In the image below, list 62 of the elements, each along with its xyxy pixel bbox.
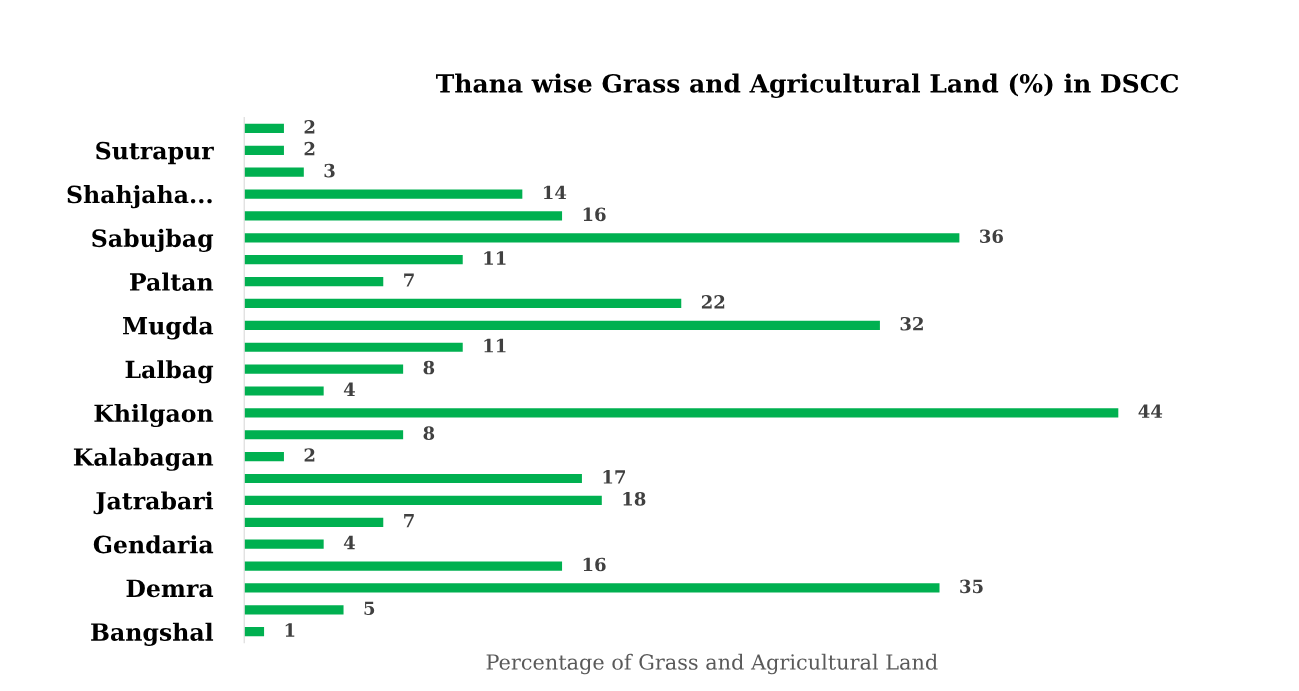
data-label: 4 — [343, 535, 355, 550]
bar — [244, 386, 324, 396]
y-tick-label: Lalbag — [125, 360, 214, 384]
bar — [244, 539, 324, 549]
data-label: 5 — [364, 601, 375, 616]
data-label: 2 — [304, 448, 315, 462]
data-label: 11 — [484, 338, 506, 353]
y-tick-label: Jatrabari — [93, 491, 214, 515]
x-axis-title: Percentage of Grass and Agricultural Land — [486, 653, 938, 675]
data-label: 36 — [980, 229, 1003, 244]
data-label: 16 — [583, 207, 606, 222]
y-tick-label: Shahjaha... — [67, 185, 212, 209]
y-tick-label: Khilgaon — [94, 403, 214, 428]
y-tick-label: Mugda — [123, 316, 214, 340]
bar — [244, 211, 563, 221]
bar — [244, 189, 523, 199]
bar — [244, 255, 463, 265]
y-tick-label: Sabujbag — [92, 228, 214, 253]
data-label: 8 — [423, 360, 435, 375]
y-tick-label: Sutrapur — [96, 141, 214, 165]
bar — [244, 145, 284, 155]
bar — [244, 298, 682, 309]
y-tick-label: Bangshal — [91, 622, 214, 646]
data-label: 44 — [1138, 404, 1163, 418]
data-label: 35 — [960, 579, 983, 594]
data-label: 4 — [343, 382, 355, 396]
bar — [244, 342, 463, 352]
bar — [244, 627, 265, 637]
y-tick-label: Demra — [126, 579, 214, 598]
bar — [244, 605, 344, 615]
data-label: 1 — [285, 623, 295, 637]
y-tick-label: Paltan — [129, 272, 214, 291]
chart-title: Thana wise Grass and Agricultural Land (%) in DSCC — [435, 73, 1179, 99]
bar — [244, 276, 384, 287]
data-label: 11 — [484, 251, 506, 265]
data-label: 14 — [543, 185, 567, 200]
bar — [244, 430, 404, 440]
bar — [244, 473, 582, 484]
bar — [244, 320, 880, 330]
data-label: 8 — [423, 426, 435, 440]
bar — [244, 364, 404, 374]
data-label: 3 — [324, 163, 335, 178]
bar — [244, 123, 284, 134]
data-label: 7 — [404, 514, 414, 528]
data-label: 17 — [603, 470, 625, 484]
data-label: 18 — [623, 491, 646, 506]
y-tick-label: Kalabagan — [73, 447, 214, 471]
bar — [244, 561, 563, 571]
y-tick-label: Gendaria — [93, 535, 214, 554]
data-label: 2 — [304, 119, 315, 134]
bar — [244, 167, 304, 177]
bar — [244, 233, 960, 243]
data-label: 22 — [701, 295, 725, 309]
data-label: 2 — [304, 141, 315, 156]
data-label: 32 — [900, 316, 923, 331]
bar — [244, 495, 602, 505]
bar — [244, 583, 940, 593]
data-label: 16 — [583, 557, 606, 572]
data-label: 7 — [404, 273, 414, 287]
bar — [244, 408, 1119, 418]
bar — [244, 452, 284, 462]
bar — [244, 517, 384, 527]
